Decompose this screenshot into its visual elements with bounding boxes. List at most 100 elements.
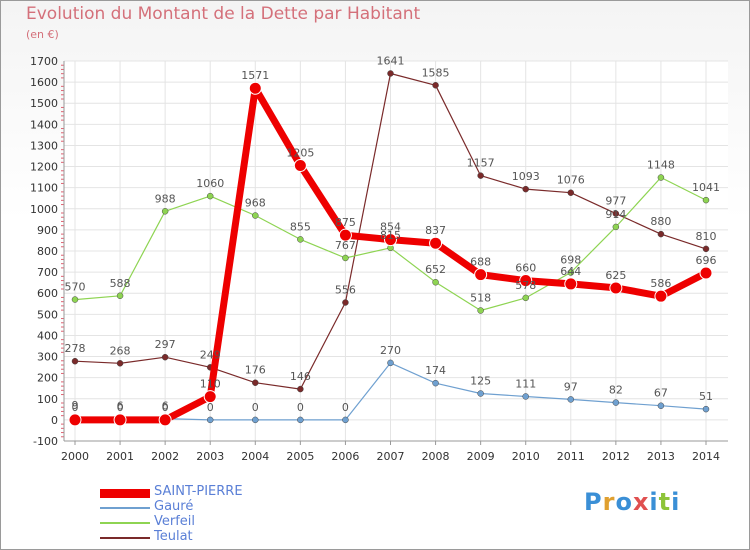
data-point-gaur- [432, 379, 439, 387]
data-label-verfeil: 588 [110, 277, 131, 290]
data-label-saint-pierre: 660 [515, 262, 536, 275]
x-tick-label: 2003 [196, 450, 224, 463]
data-point-teulat [387, 70, 394, 77]
data-point-teulat [71, 357, 79, 365]
data-label-gaur-: 9 [72, 399, 79, 412]
data-point-teulat [252, 379, 259, 386]
data-label-verfeil: 914 [605, 208, 626, 221]
x-tick-label: 2009 [467, 450, 495, 463]
data-label-saint-pierre: 696 [696, 254, 717, 267]
data-label-teulat: 556 [335, 284, 356, 297]
x-tick-label: 2006 [331, 450, 359, 463]
data-label-verfeil: 578 [515, 279, 536, 292]
data-label-saint-pierre: 875 [335, 216, 356, 229]
data-label-teulat: 880 [650, 215, 671, 228]
data-label-saint-pierre: 0 [117, 401, 124, 414]
logo-letter: P [584, 488, 603, 516]
x-tick-label: 2002 [151, 450, 179, 463]
data-label-teulat: 249 [200, 348, 221, 361]
data-label-gaur-: 0 [297, 401, 304, 414]
y-tick-label: 1500 [30, 97, 58, 110]
legend-label: SAINT-PIERRE [154, 484, 243, 499]
data-point-verfeil [161, 208, 169, 215]
data-point-saint-pierre [609, 281, 623, 295]
data-point-teulat [297, 385, 304, 393]
legend-swatch [100, 537, 150, 539]
series-verfeil [71, 174, 710, 314]
data-label-gaur-: 0 [207, 401, 214, 414]
y-tick-label: 1600 [30, 76, 58, 89]
axes: -100010020030040050060070080090010001100… [30, 55, 728, 463]
y-tick-label: 600 [37, 287, 58, 300]
x-tick-label: 2005 [286, 450, 314, 463]
data-point-saint-pierre [293, 159, 307, 172]
data-point-gaur- [297, 416, 304, 424]
data-label-teulat: 176 [245, 364, 266, 377]
y-tick-label: 1400 [30, 118, 58, 131]
data-point-teulat [522, 185, 529, 193]
data-label-teulat: 1641 [377, 54, 405, 67]
data-point-saint-pierre [68, 413, 82, 427]
y-tick-label: 1000 [30, 203, 58, 216]
data-label-teulat: 1076 [557, 174, 585, 187]
data-label-verfeil: 815 [380, 229, 401, 242]
data-label-verfeil: 698 [560, 254, 581, 267]
y-tick-label: 500 [37, 308, 58, 321]
data-label-teulat: 810 [696, 230, 717, 243]
data-label-saint-pierre: 110 [200, 378, 221, 391]
data-label-saint-pierre: 644 [560, 265, 581, 278]
data-point-verfeil [702, 196, 710, 204]
data-label-gaur-: 270 [380, 344, 401, 357]
data-point-saint-pierre [338, 228, 352, 242]
data-label-gaur-: 174 [425, 364, 446, 377]
data-point-gaur- [702, 405, 710, 413]
x-tick-label: 2012 [602, 450, 630, 463]
legend-swatch [100, 489, 150, 498]
data-point-saint-pierre [113, 413, 127, 427]
data-label-saint-pierre: 0 [162, 401, 169, 414]
data-point-teulat [567, 189, 575, 196]
data-point-saint-pierre [474, 268, 488, 282]
data-point-gaur- [342, 416, 349, 424]
x-tick-label: 2001 [106, 450, 134, 463]
data-point-teulat [612, 210, 620, 217]
data-label-saint-pierre: 586 [650, 277, 671, 290]
data-label-verfeil: 968 [245, 197, 266, 210]
logo-letter: o [615, 488, 633, 516]
chart-subtitle: (en €) [26, 28, 59, 41]
y-tick-label: 900 [37, 224, 58, 237]
data-label-saint-pierre: 625 [605, 269, 626, 282]
data-point-saint-pierre [429, 236, 443, 250]
data-label-gaur-: 82 [609, 384, 623, 397]
data-point-teulat [342, 299, 349, 306]
data-point-gaur- [567, 396, 575, 403]
data-point-saint-pierre [384, 233, 397, 247]
data-point-verfeil [612, 223, 620, 231]
data-label-verfeil: 1041 [692, 181, 720, 194]
data-point-saint-pierre [564, 277, 578, 291]
data-point-teulat [432, 82, 439, 89]
legend-label: Teulat [154, 529, 193, 544]
data-label-saint-pierre: 837 [425, 224, 446, 237]
data-label-verfeil: 855 [290, 220, 311, 233]
data-point-gaur- [477, 390, 484, 397]
data-label-gaur-: 67 [654, 387, 668, 400]
data-label-teulat: 146 [290, 370, 311, 383]
data-label-saint-pierre: 854 [380, 221, 401, 234]
data-label-gaur-: 125 [470, 375, 491, 388]
data-point-teulat [477, 172, 484, 179]
data-label-verfeil: 518 [470, 292, 491, 305]
data-point-verfeil [252, 212, 259, 219]
data-label-gaur-: 51 [699, 390, 713, 403]
data-label-teulat: 297 [155, 338, 176, 351]
data-label-saint-pierre: 1205 [286, 147, 314, 160]
y-tick-label: 200 [37, 372, 58, 385]
chart-title: Evolution du Montant de la Dette par Hab… [26, 4, 421, 24]
data-point-teulat [657, 230, 665, 238]
y-tick-label: 800 [37, 245, 58, 258]
data-label-verfeil: 570 [65, 281, 86, 294]
data-point-teulat [161, 353, 169, 361]
x-tick-label: 2007 [377, 450, 405, 463]
data-point-verfeil [297, 236, 304, 243]
